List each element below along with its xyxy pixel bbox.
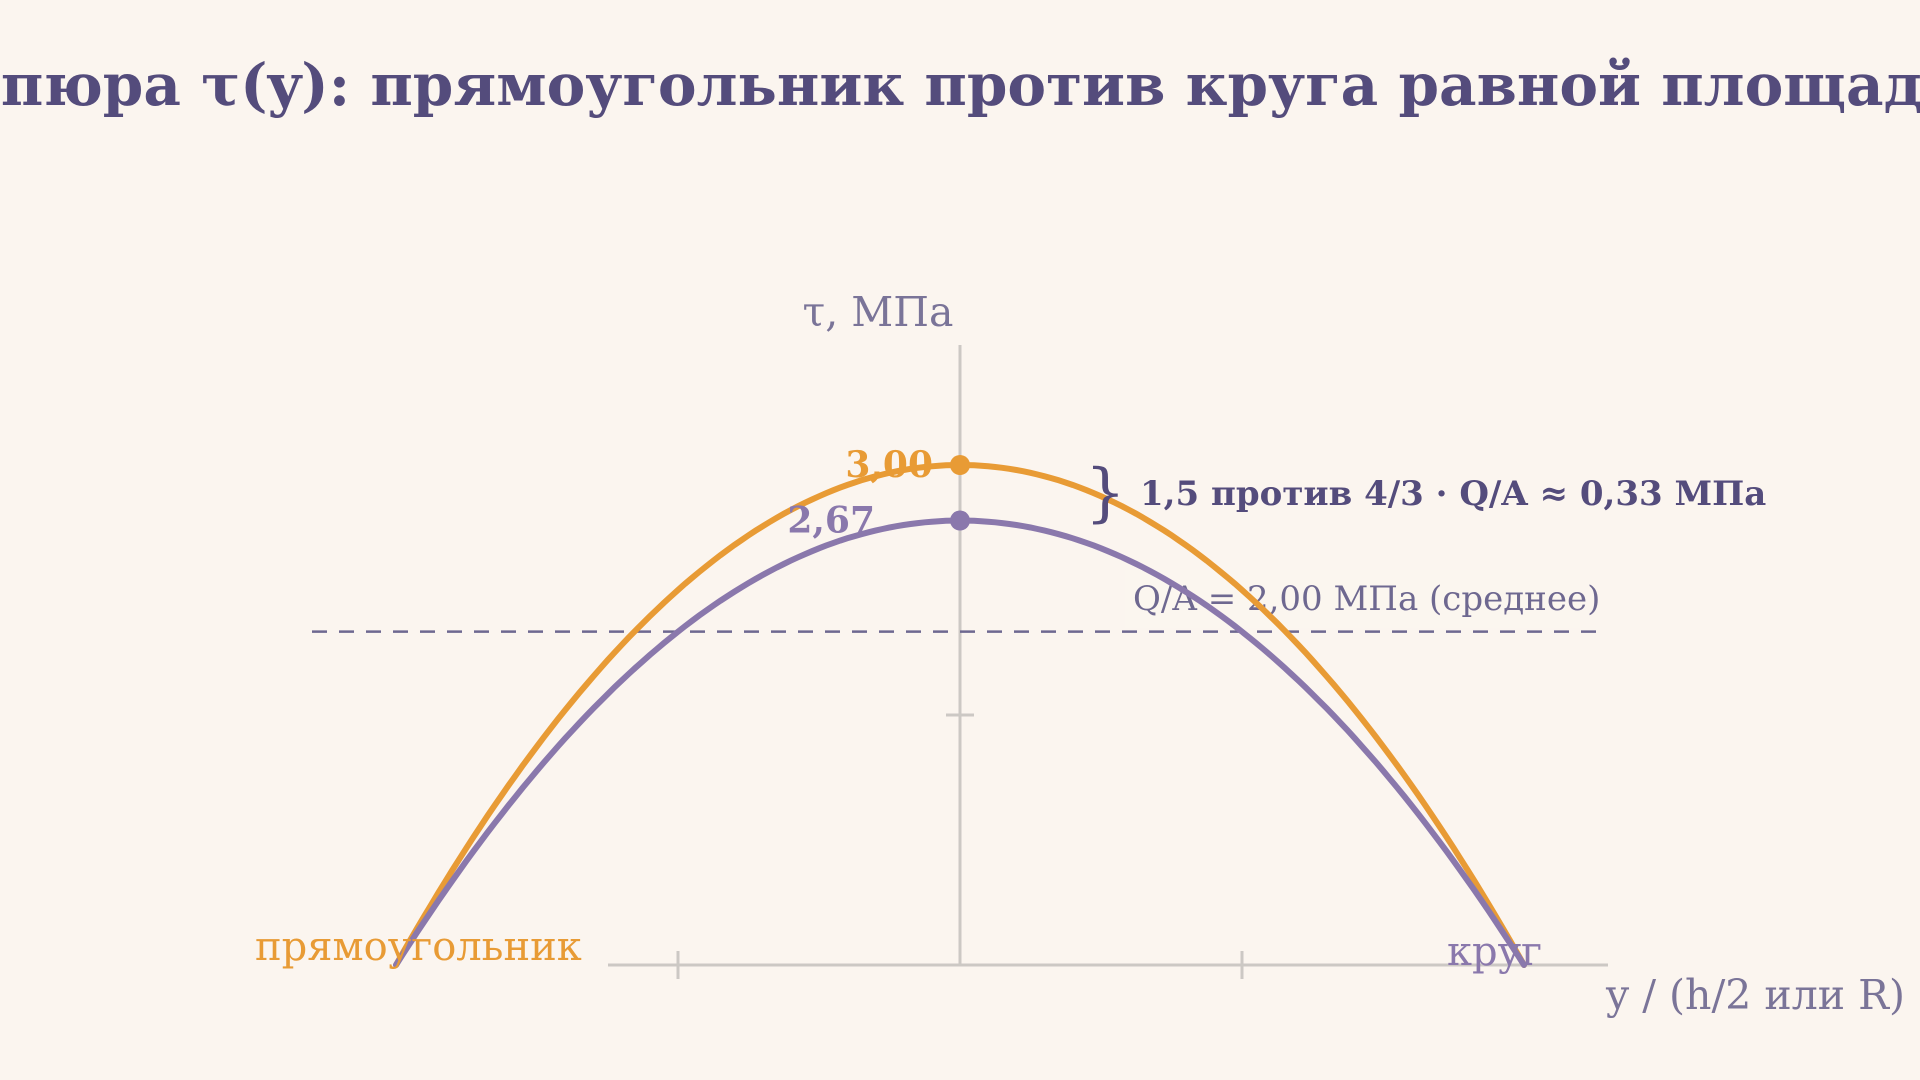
series-label-rectangle: прямоугольник	[255, 924, 582, 970]
peak-label-circle: 2,67	[787, 500, 875, 542]
x-axis-label: y / (h/2 или R)	[1605, 971, 1905, 1019]
difference-brace: }	[1085, 456, 1126, 530]
peak-point-rectangle	[950, 455, 970, 475]
mean-reference-label: Q/A = 2,00 МПа (среднее)	[1133, 579, 1600, 619]
chart-title: Эпюра τ(y): прямоугольник против круга р…	[0, 51, 1920, 119]
y-axis-label: τ, МПа	[803, 288, 954, 336]
peak-difference-annotation: 1,5 против 4/3 · Q/A ≈ 0,33 МПа	[1140, 474, 1766, 514]
peak-label-rectangle: 3,00	[845, 444, 933, 486]
series-label-circle: круг	[1447, 929, 1542, 975]
peak-point-circle	[950, 510, 970, 531]
